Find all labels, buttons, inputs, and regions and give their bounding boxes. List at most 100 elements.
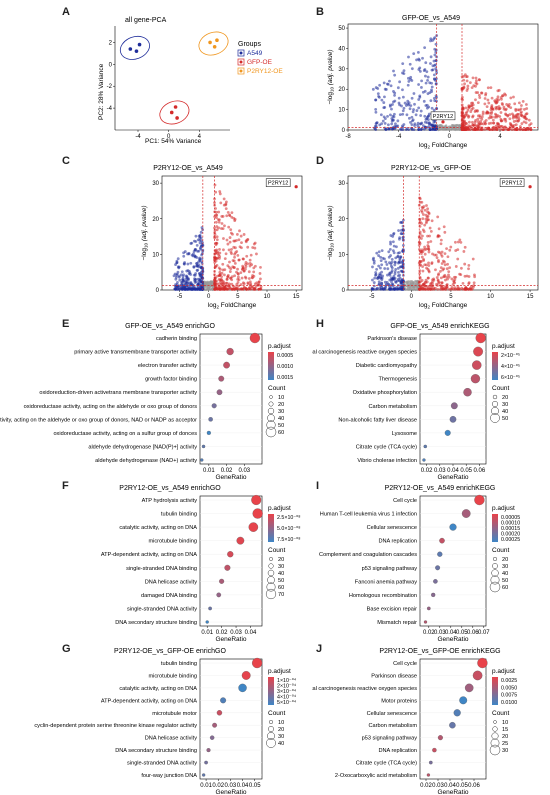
volcano-point-up (486, 98, 490, 102)
volcano-point-ns (416, 285, 420, 288)
volcano-point-up (427, 250, 431, 254)
count-legend-label: 40 (502, 571, 508, 577)
volcano-point-up (218, 287, 222, 291)
dotplot-p2ry12-vs-gfp-go: P2RY12-OE_vs_GFP-OE enrichGO tubulin bin… (34, 648, 296, 795)
volcano-point-down (396, 119, 400, 123)
volcano-point-ns (455, 123, 459, 127)
enrichment-dot (474, 494, 485, 506)
padj-colorbar (268, 514, 274, 542)
volcano-point-up (426, 234, 429, 238)
term-label: Citrate cycle (TCA cycle) (356, 761, 417, 767)
volcano-point-down (423, 114, 427, 118)
count-legend-circle (268, 563, 274, 569)
term-label: single-stranded DNA activity (127, 761, 197, 767)
padj-colorbar (492, 352, 498, 380)
volcano-point-up (217, 210, 221, 214)
volcano-point-up (467, 120, 471, 124)
volcano-point-down (402, 123, 406, 126)
volcano-point-down (179, 273, 183, 277)
volcano-point-up (472, 123, 475, 127)
volcano-point-down (433, 99, 437, 103)
term-label: Fanconi anemia pathway (355, 579, 417, 585)
y-axis-title-part: −log (327, 92, 334, 105)
volcano-point-down (432, 96, 436, 100)
volcano-point-up (504, 108, 507, 112)
volcano-point-down (196, 268, 200, 272)
volcano-point-down (412, 52, 416, 56)
volcano-point-up (248, 264, 252, 268)
enrichment-dot (223, 361, 230, 369)
volcano-point-up (512, 95, 515, 99)
volcano-point-up (235, 233, 239, 236)
term-label: DNA replication (378, 539, 417, 545)
x-axis-title: log2 FoldChange (419, 302, 468, 310)
volcano-point-down (397, 270, 400, 274)
volcano-point-down (392, 287, 396, 291)
volcano-point-up (424, 213, 428, 217)
enrichment-dot (453, 709, 461, 717)
volcano-point-down (192, 286, 196, 290)
volcano-point-up (224, 252, 228, 256)
volcano-point-down (419, 114, 423, 117)
x-tick-label: 0.02 (216, 630, 228, 636)
volcano-point-down (415, 58, 418, 62)
volcano-point-down (387, 250, 391, 254)
volcano-point-down (372, 287, 376, 291)
volcano-point-up (479, 128, 483, 131)
enrichment-dot (470, 374, 481, 384)
volcano-point-up (474, 76, 478, 80)
count-legend-label: 20 (278, 557, 284, 563)
x-tick-label: 0.02 (420, 783, 432, 789)
volcano-point-up (223, 224, 226, 228)
padj-tick-label: 2.5×10⁻⁰⁸ (277, 514, 301, 521)
volcano-point-down (401, 125, 405, 129)
enrichment-dot (449, 416, 457, 423)
term-label: Cell cycle (393, 661, 417, 667)
x-tick-label: 0.06 (474, 468, 486, 474)
volcano-point-down (198, 278, 202, 282)
volcano-point-down (379, 259, 383, 262)
volcano-point-up (436, 278, 440, 282)
volcano-point-up (506, 128, 510, 131)
x-tick-label: 0 (167, 134, 171, 140)
count-legend-label: 70 (278, 592, 284, 598)
volcano-point-down (435, 71, 439, 75)
volcano-point-up (480, 117, 484, 121)
volcano-point-up (218, 190, 222, 193)
volcano-point-up (470, 285, 473, 289)
enrichment-dot (238, 683, 247, 693)
volcano-point-up (517, 112, 520, 116)
volcano-point-up (436, 287, 440, 291)
enrichment-dot (251, 494, 262, 506)
count-legend-label: 30 (278, 734, 284, 740)
volcano-point-up (236, 275, 240, 279)
volcano-point-up (453, 275, 456, 279)
volcano-point-up (423, 208, 427, 212)
volcano-point-up (505, 103, 509, 106)
volcano-point-up (439, 238, 443, 242)
enrichment-dot (464, 683, 474, 693)
count-legend-circle (269, 395, 273, 399)
volcano-point-down (379, 266, 382, 270)
volcano-point-down (371, 278, 374, 282)
term-label: Carbon metabolism (368, 404, 417, 410)
enrichment-dot (226, 347, 234, 356)
x-axis-title: GeneRatio (437, 636, 468, 642)
volcano-point-up (496, 122, 500, 126)
panel-label-g: G (62, 643, 71, 655)
volcano-point-up (220, 275, 223, 278)
y-tick-label: 10 (338, 108, 345, 114)
volcano-point-up (233, 217, 237, 221)
enrichment-dot (449, 721, 456, 729)
volcano-point-down (198, 259, 202, 263)
x-tick-label: 0.04 (444, 783, 456, 789)
volcano-point-up (219, 277, 223, 281)
volcano-point-down (396, 86, 400, 90)
volcano-point-up (463, 262, 467, 266)
volcano-point-down (377, 264, 381, 268)
dotplot-title: P2RY12-OE_vs_GFP-OE enrichKEGG (379, 648, 500, 655)
volcano-point-down (374, 108, 378, 111)
volcano-point-down (384, 88, 388, 91)
volcano-point-down (197, 263, 201, 267)
x-tick-label: 4 (498, 134, 502, 140)
